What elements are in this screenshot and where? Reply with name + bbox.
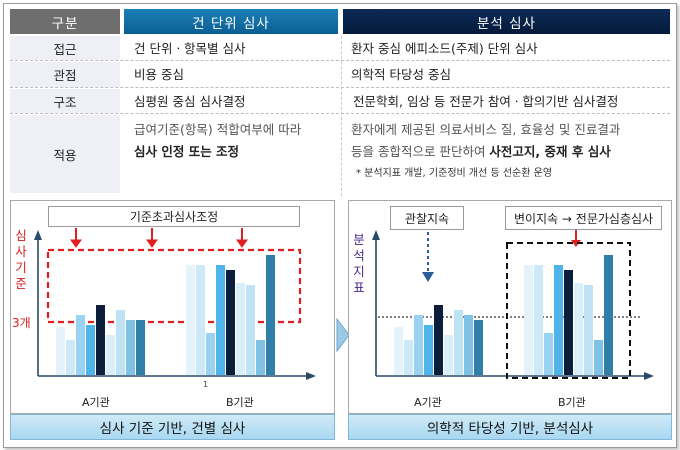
axis-tick: 1: [203, 380, 208, 389]
row-divider: [10, 113, 670, 114]
row-label-structure: 구조: [10, 89, 120, 113]
bar-a-0: [394, 327, 403, 375]
threshold-dashed-box: [46, 248, 302, 324]
bar-a-6: [116, 310, 125, 375]
bar-b-2: [206, 333, 215, 375]
y-axis-char: 표: [353, 280, 365, 295]
bar-a-4: [434, 305, 443, 375]
cell-application-analytic-line2: 등을 종합적으로 판단하여 사전고지, 중재 후 심사: [351, 143, 611, 160]
bar-b-4: [564, 270, 573, 375]
bar-a-8: [136, 320, 145, 375]
y-axis-char: 사: [15, 244, 27, 259]
cell-application-case-line2: 심사 인정 또는 조정: [134, 144, 240, 159]
bar-a-7: [126, 320, 135, 375]
bar-b-8: [266, 255, 275, 375]
left-x-label-a: A기관: [82, 396, 110, 409]
header-analytic-review: 분석 심사: [343, 9, 670, 34]
cell-application-analytic-normal: 등을 종합적으로 판단하여: [351, 144, 490, 159]
row-label-perspective: 관점: [10, 62, 120, 87]
left-top-label: 기준초과심사조정: [48, 206, 300, 227]
expert-review-label: 변이지속 → 전문가심층심사: [505, 206, 662, 230]
red-arrow-head: [146, 239, 158, 248]
expert-review-dashed-box: [506, 242, 631, 379]
bar-a-2: [414, 315, 423, 375]
bar-a-8: [474, 320, 483, 375]
bar-b-5: [574, 283, 583, 375]
bar-b-7: [594, 340, 603, 375]
bar-b-1: [196, 265, 205, 375]
bar-b-7: [256, 340, 265, 375]
cell-approach-analytic: 환자 중심 에피소드(주제) 단위 심사: [351, 41, 538, 56]
bar-a-1: [404, 340, 413, 375]
red-arrow-head: [236, 239, 248, 248]
bar-a-2: [76, 315, 85, 375]
y-axis-char: 기: [15, 260, 27, 275]
y-axis-char: 준: [15, 276, 27, 291]
left-caption: 심사 기준 기반, 건별 심사: [10, 414, 335, 440]
bar-a-4: [96, 305, 105, 375]
right-y-axis-label: 분 석 지 표: [352, 232, 366, 296]
x-axis-arrow: [306, 372, 316, 380]
row-divider: [10, 87, 670, 88]
panel-transition-arrow: [336, 318, 350, 352]
bar-a-7: [464, 315, 473, 375]
red-arrow-head: [70, 239, 82, 248]
cell-structure-case: 심평원 중심 심사결정: [134, 94, 246, 109]
left-x-label-b: B기관: [226, 396, 254, 409]
bar-a-3: [424, 325, 433, 375]
bar-a-6: [454, 310, 463, 375]
y-axis-arrow: [34, 230, 42, 240]
bar-b-8: [604, 255, 613, 375]
header-category: 구분: [10, 9, 120, 34]
header-case-review: 건 단위 심사: [124, 9, 338, 34]
bar-a-1: [66, 340, 75, 375]
bar-b-0: [186, 265, 195, 375]
bar-a-5: [444, 335, 453, 375]
cell-application-note: * 분석지표 개발, 기준정비 개선 등 선순환 운영: [356, 168, 553, 179]
x-axis-arrow: [644, 372, 654, 380]
cell-perspective-case: 비용 중심: [134, 67, 184, 82]
observe-arrow-head: [422, 272, 434, 282]
row-divider: [10, 60, 670, 61]
y-axis-char: 지: [353, 264, 365, 279]
bar-b-1: [534, 265, 543, 375]
bar-b-3: [216, 265, 225, 375]
cell-application-case-line1: 급여기준(항목) 적합여부에 따라: [134, 122, 302, 137]
bar-a-5: [106, 335, 115, 375]
red-arrow-head: [571, 240, 581, 247]
left-chart-panel: [10, 200, 335, 414]
column-divider: [341, 36, 342, 196]
row-label-application: 적용: [10, 115, 120, 193]
bar-b-2: [544, 333, 553, 375]
y-axis-char: 분: [353, 232, 365, 247]
left-chart-graphics: 1: [34, 228, 316, 389]
bar-a-3: [86, 325, 95, 375]
bar-b-5: [236, 283, 245, 375]
right-x-label-a: A기관: [414, 396, 442, 409]
right-chart-graphics: [372, 230, 654, 380]
bar-b-0: [524, 265, 533, 375]
cell-perspective-analytic: 의학적 타당성 중심: [351, 67, 451, 82]
cell-structure-analytic: 전문학회, 임상 등 전문가 참여ㆍ합의기반 심사결정: [353, 94, 619, 109]
observe-label: 관찰지속: [390, 206, 464, 230]
right-x-label-b: B기관: [558, 396, 586, 409]
row-label-approach: 접근: [10, 36, 120, 60]
y-axis-char: 심: [15, 228, 27, 243]
cell-application-analytic-bold: 사전고지, 중재 후 심사: [489, 144, 611, 159]
bar-a-0: [56, 327, 65, 375]
cell-application-analytic-line1: 환자에게 제공된 의료서비스 질, 효율성 및 진료결과: [351, 122, 621, 137]
right-caption: 의학적 타당성 기반, 분석심사: [348, 414, 672, 440]
y-axis-char: 석: [353, 248, 365, 263]
left-y-axis-label: 심 사 기 준: [14, 228, 28, 292]
bar-b-6: [584, 285, 593, 375]
cell-approach-case: 건 단위ㆍ항목별 심사: [134, 41, 246, 56]
bar-b-6: [246, 285, 255, 375]
threshold-label: 3개: [12, 316, 31, 330]
bar-b-4: [226, 270, 235, 375]
y-axis-arrow: [372, 230, 380, 240]
bar-b-3: [554, 265, 563, 375]
